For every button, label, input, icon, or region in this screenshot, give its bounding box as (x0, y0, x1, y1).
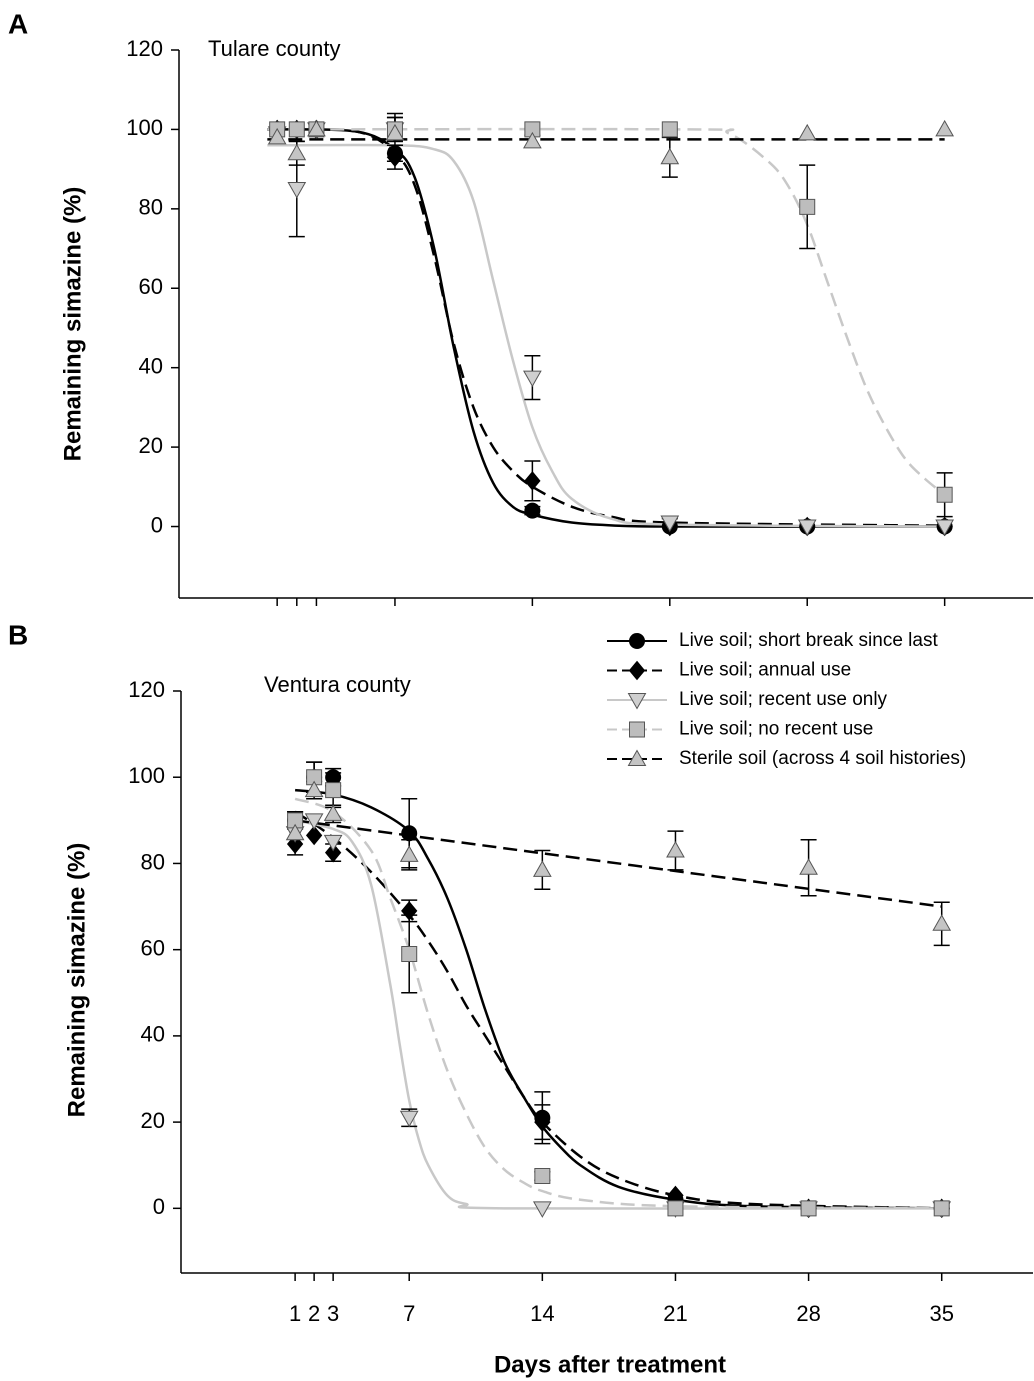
marker (799, 858, 818, 875)
marker (324, 842, 342, 863)
y-tick-label: 80 (141, 849, 165, 874)
marker (385, 123, 405, 141)
marker (304, 813, 324, 830)
marker (401, 901, 418, 921)
marker (325, 782, 342, 799)
marker (307, 119, 326, 137)
marker (287, 143, 307, 161)
marker (800, 1200, 817, 1217)
marker (797, 123, 817, 141)
x-axis-label: Days after treatment (494, 1351, 726, 1378)
marker (285, 823, 305, 841)
y-tick-label: 40 (141, 1022, 165, 1047)
marker (399, 1110, 419, 1128)
marker (305, 825, 323, 846)
marker (524, 121, 541, 138)
y-tick-label: 40 (139, 353, 163, 378)
marker (936, 486, 953, 503)
marker (288, 121, 305, 138)
marker (935, 519, 955, 537)
marker (932, 914, 952, 931)
marker (661, 121, 678, 138)
legend-label: Sterile soil (across 4 soil histories) (679, 748, 966, 769)
x-tick-label: 21 (663, 1301, 687, 1326)
fit-line (267, 127, 945, 527)
marker (534, 1112, 551, 1132)
fit-line (294, 797, 942, 1210)
panel-label: B (8, 619, 28, 650)
y-tick-label: 120 (126, 36, 163, 61)
marker (323, 834, 343, 852)
marker (401, 945, 418, 962)
marker (629, 633, 645, 649)
marker (666, 840, 685, 858)
x-tick-label: 35 (929, 1301, 953, 1326)
marker (401, 825, 418, 842)
x-tick-label: 14 (530, 1301, 554, 1326)
legend-label: Live soil; short break since last (679, 630, 938, 651)
legend-label: Live soil; no recent use (679, 719, 873, 740)
marker (534, 1168, 551, 1184)
x-tick-label: 7 (403, 1301, 415, 1326)
marker (629, 721, 645, 738)
marker (523, 131, 542, 149)
panel-label: A (8, 8, 28, 39)
annotation: Ventura county (264, 672, 411, 697)
y-tick-label: 120 (128, 677, 165, 702)
x-tick-label: 2 (308, 1301, 320, 1326)
marker (627, 749, 647, 766)
y-tick-label: 20 (141, 1108, 165, 1133)
marker (532, 1201, 552, 1218)
marker (667, 1200, 684, 1217)
marker (933, 1200, 950, 1217)
y-axis-label: Remaining simazine (%) (63, 843, 90, 1118)
marker (524, 502, 541, 519)
y-tick-label: 0 (153, 1194, 165, 1219)
y-axis-label: Remaining simazine (%) (59, 187, 86, 462)
marker (287, 812, 304, 829)
y-tick-label: 100 (128, 763, 165, 788)
marker (323, 804, 343, 821)
marker (797, 519, 817, 537)
marker (267, 127, 287, 145)
marker (287, 181, 307, 199)
marker (523, 370, 542, 388)
marker (524, 471, 541, 491)
y-tick-label: 100 (126, 115, 163, 140)
y-tick-label: 60 (139, 274, 163, 299)
marker (304, 780, 324, 798)
marker (660, 147, 680, 165)
x-tick-label: 3 (327, 1301, 339, 1326)
marker (628, 660, 646, 681)
fit-line (294, 819, 942, 1210)
marker (935, 119, 955, 137)
legend-label: Live soil; annual use (679, 660, 851, 681)
legend-label: Live soil; recent use only (679, 689, 888, 710)
marker (799, 198, 816, 215)
x-tick-label: 28 (796, 1301, 820, 1326)
marker (660, 515, 680, 533)
fit-line (267, 127, 946, 496)
marker (532, 860, 552, 877)
marker (627, 693, 647, 710)
y-tick-label: 60 (141, 935, 165, 960)
marker (386, 147, 404, 167)
y-tick-label: 20 (139, 433, 163, 458)
annotation: Tulare county (208, 36, 340, 61)
fit-line (267, 128, 945, 528)
x-tick-label: 1 (289, 1301, 301, 1326)
y-tick-label: 0 (151, 512, 163, 537)
marker (306, 769, 323, 786)
y-tick-label: 80 (139, 195, 163, 220)
fit-line (294, 810, 942, 1210)
fit-line (294, 819, 942, 908)
marker (399, 845, 419, 862)
fit-line (267, 143, 945, 528)
